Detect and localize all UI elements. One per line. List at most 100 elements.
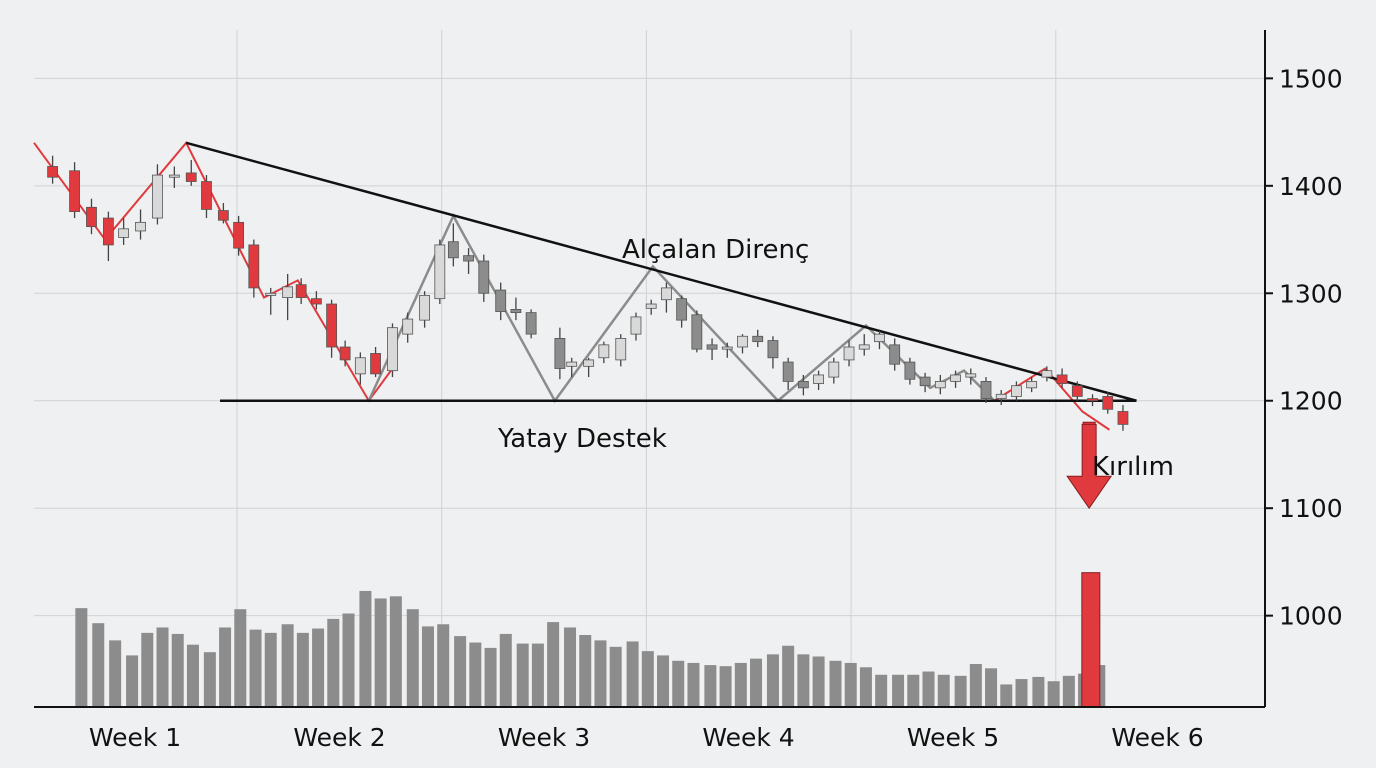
y-tick-label: 1100 xyxy=(1279,494,1343,523)
y-tick-label: 1500 xyxy=(1279,64,1343,93)
volume-bar xyxy=(985,668,998,707)
volume-bar xyxy=(750,658,763,707)
volume-bar xyxy=(1015,679,1028,707)
candle-body xyxy=(201,181,212,210)
x-tick-label: Week 5 xyxy=(907,723,999,752)
volume-bar xyxy=(296,632,309,707)
candle-body xyxy=(566,361,578,367)
volume-bars xyxy=(75,572,1106,708)
candle-body xyxy=(370,353,381,375)
volume-bar xyxy=(454,636,467,707)
candle-body xyxy=(889,344,901,365)
volume-bar xyxy=(421,626,434,707)
volume-bar xyxy=(812,656,825,707)
annotation-support: Yatay Destek xyxy=(497,424,667,454)
candle-body xyxy=(1117,411,1129,425)
volume-bar xyxy=(374,598,387,707)
volume-bar xyxy=(547,622,560,707)
volume-bar xyxy=(719,666,732,707)
candle-body xyxy=(1041,370,1053,378)
volume-bar xyxy=(359,590,372,707)
candle-body xyxy=(752,335,764,343)
volume-bar xyxy=(766,654,779,707)
volume-bar xyxy=(937,674,950,707)
candle-body xyxy=(402,318,414,335)
volume-bar xyxy=(141,632,154,707)
volume-bar xyxy=(203,652,216,707)
trendlines xyxy=(185,141,1137,402)
candle-body xyxy=(661,287,672,301)
volume-bar xyxy=(1000,684,1013,707)
volume-bar xyxy=(499,633,512,707)
candle-body xyxy=(447,241,459,259)
volume-bar xyxy=(342,613,355,707)
volume-bar xyxy=(782,645,795,707)
volume-bar xyxy=(126,655,139,707)
y-tick-label: 1400 xyxy=(1279,172,1343,201)
candle-body xyxy=(69,170,80,213)
y-tick-label: 1200 xyxy=(1279,387,1343,416)
candle-body xyxy=(874,333,885,343)
x-tick-label: Week 1 xyxy=(89,723,181,752)
volume-bar xyxy=(171,633,184,707)
volume-bar xyxy=(531,643,544,707)
volume-bar xyxy=(579,635,592,707)
candle-body xyxy=(615,338,627,361)
volume-bar xyxy=(264,632,277,707)
candle-body xyxy=(1011,385,1022,397)
volume-bar xyxy=(564,627,577,707)
volume-bar xyxy=(516,643,529,707)
candle-body xyxy=(233,221,245,249)
candle-body xyxy=(168,174,180,178)
candle-body xyxy=(103,217,114,246)
candle-body xyxy=(152,174,163,219)
candle-body xyxy=(843,346,855,361)
candle-body xyxy=(583,359,595,367)
candle-body xyxy=(706,344,718,350)
volume-bar xyxy=(1047,681,1060,707)
candle-body xyxy=(645,303,657,309)
volume-bar xyxy=(389,596,402,707)
candle-body xyxy=(858,344,870,350)
candle-body xyxy=(1071,385,1083,397)
candle-body xyxy=(1056,374,1068,384)
volume-bar xyxy=(704,665,717,707)
candle-body xyxy=(282,286,294,298)
candle-body xyxy=(434,244,446,300)
candle-body xyxy=(354,357,366,375)
x-tick-label: Week 4 xyxy=(702,723,794,752)
x-tick-label: Week 2 xyxy=(293,723,385,752)
volume-bar xyxy=(1062,675,1075,707)
candle-body xyxy=(676,298,688,321)
candle-body xyxy=(185,172,197,182)
candle-body xyxy=(295,284,307,298)
candle-body xyxy=(135,221,146,232)
volume-bar xyxy=(249,629,262,707)
candle-body xyxy=(554,338,566,369)
candle-body xyxy=(339,346,351,361)
volume-bar xyxy=(829,660,842,707)
candle-body xyxy=(630,316,642,335)
candle-body xyxy=(1026,380,1038,389)
candle-body xyxy=(782,361,794,382)
candle-body xyxy=(47,166,59,178)
candle-body xyxy=(737,335,748,348)
volume-bar xyxy=(156,627,169,707)
axes: 1000 1100 1200 1300 1400 1500 Week 1 Week 2 Week… xyxy=(34,30,1343,752)
candlesticks xyxy=(47,155,1129,431)
annotation-breakout: Kırılım xyxy=(1092,452,1174,482)
volume-bar xyxy=(219,627,232,707)
candle-body xyxy=(1087,398,1098,402)
candle-body xyxy=(980,380,992,399)
volume-bar xyxy=(626,641,639,707)
candle-body xyxy=(721,346,733,350)
candle-body xyxy=(525,312,537,335)
volume-bar xyxy=(734,662,747,707)
volume-bar xyxy=(892,674,905,707)
volume-bar xyxy=(641,651,654,707)
candle-body xyxy=(813,374,824,384)
volume-bar-breakout xyxy=(1081,572,1101,708)
volume-bar xyxy=(1032,676,1045,707)
volume-bar xyxy=(687,662,700,707)
candle-body xyxy=(995,393,1007,399)
